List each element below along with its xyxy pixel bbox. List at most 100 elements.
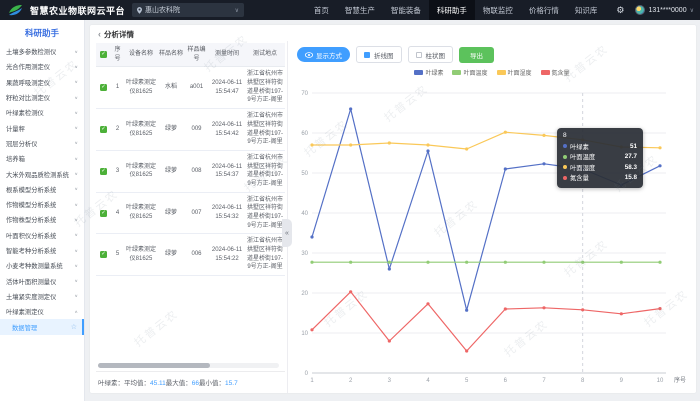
table-header-row: ✓ 序号 设备名称 样品名称 样品编号 测量时间 测试地点 xyxy=(96,43,285,68)
scrollbar-thumb[interactable] xyxy=(98,363,211,368)
nav-item[interactable]: 价格行情 xyxy=(528,5,559,15)
chevron-down-icon: ∨ xyxy=(234,7,240,14)
tooltip-series-dot xyxy=(563,144,567,149)
legend-label: 氮含量 xyxy=(551,71,570,77)
chevron-down-icon: ∨ xyxy=(74,186,78,192)
sidebar-item[interactable]: 叶绿素测定仪 ∧ xyxy=(0,304,84,319)
legend-item[interactable]: 叶面湿度 xyxy=(496,68,532,77)
tooltip-series-name: 叶面温度 xyxy=(570,154,596,162)
row-checkbox-cell: ✓ xyxy=(96,122,111,137)
sidebar-item[interactable]: 作物株型分析系统 ∨ xyxy=(0,212,84,227)
sidebar-item-label: 智能考种分析系统 xyxy=(6,248,57,255)
sidebar-item[interactable]: 籽粒对比测定仪 ∨ xyxy=(0,90,84,105)
tooltip-series-dot xyxy=(563,175,567,180)
summary-bar: 叶绿素：平均值：45.11最大值：66最小值：15.7 xyxy=(96,371,285,393)
cell-code: a001 xyxy=(189,84,204,91)
tooltip-title: 8 xyxy=(563,132,567,139)
column-header: 测量时间 xyxy=(214,51,239,58)
tooltip-series-name: 叶绿素 xyxy=(570,143,589,151)
svg-text:2: 2 xyxy=(349,378,353,384)
table-row[interactable]: ✓ 1 叶绿素测定仪81625 水稻 a001 2024-06-11 15:54:47 浙江… xyxy=(96,67,285,110)
chevron-down-icon: ∨ xyxy=(74,110,78,116)
chart-legend: 叶绿素 叶面温度 叶面湿度 氮含量 xyxy=(288,65,696,77)
chart-area[interactable]: 0 10 20 30 40 50 60 70 1 2 3 4 5 6 7 8 9 10 序号 xyxy=(290,87,694,389)
nav-item[interactable]: 首页 xyxy=(313,5,329,15)
brand-logo-icon xyxy=(9,4,22,15)
svg-text:序号: 序号 xyxy=(674,376,686,384)
cell-time: 2024-06-11 15:54:32 xyxy=(211,205,243,220)
table-row[interactable]: ✓ 2 叶绿素测定仪81625 绿萝 009 2024-06-11 15:54:42 浙江省… xyxy=(96,109,285,151)
breadcrumb: ‹ 分析详情 xyxy=(90,25,696,41)
sidebar-item[interactable]: 智能考种分析系统 ∨ xyxy=(0,243,84,258)
sidebar-item[interactable]: 活体叶面积测量仪 ∨ xyxy=(0,273,84,288)
row-checkbox[interactable]: ✓ xyxy=(100,167,107,175)
sidebar-item[interactable]: 小麦考种数测量系统 ∨ xyxy=(0,258,84,273)
cell-location: 浙江省杭州市拱墅区祥符街道星桥街197-9号方正-阁里 xyxy=(246,71,283,104)
tooltip-row: 氮含量 15.8 xyxy=(563,173,637,184)
chevron-down-icon: ∨ xyxy=(74,293,78,299)
chevron-down-icon: ∨ xyxy=(74,125,78,131)
collapse-panel-handle[interactable]: « xyxy=(282,219,292,247)
select-all-checkbox[interactable]: ✓ xyxy=(100,51,107,59)
cell-location: 浙江省杭州市拱墅区祥符街道星桥街197-9号方正-阁里 xyxy=(246,238,283,271)
chevron-down-icon: ∨ xyxy=(689,7,694,14)
sidebar-item[interactable]: 作物模型分析系统 ∨ xyxy=(0,197,84,212)
nav-item[interactable]: 科研助手 xyxy=(428,0,475,20)
settings-gear-icon[interactable]: ⚙ xyxy=(616,4,625,15)
svg-text:1: 1 xyxy=(310,378,314,384)
line-chart[interactable]: 0 10 20 30 40 50 60 70 1 2 3 4 5 6 7 8 9 10 序号 xyxy=(290,87,692,389)
table-row[interactable]: ✓ 4 叶绿素测定仪81625 绿萝 007 2024-06-11 15:54:32 浙江省… xyxy=(96,193,285,235)
sidebar-subitem-active[interactable]: 数据管理 ☆ xyxy=(0,319,84,336)
table-body: ✓ 1 叶绿素测定仪81625 水稻 a001 2024-06-11 15:54:47 浙江… xyxy=(96,67,285,277)
sidebar-item[interactable]: 叶面积仪分析系统 ∨ xyxy=(0,228,84,243)
bar-chart-option[interactable]: 柱状图 xyxy=(407,46,453,63)
export-button[interactable]: 导出 xyxy=(459,46,494,63)
legend-item[interactable]: 叶面温度 xyxy=(452,68,488,77)
legend-item[interactable]: 氮含量 xyxy=(540,68,570,77)
sidebar-item-label: 光合作用测定仪 xyxy=(6,64,51,72)
row-checkbox[interactable]: ✓ xyxy=(100,251,107,259)
sidebar-menu: 土壤多参数检测仪 ∨ 光合作用测定仪 ∨ 果蔬呼吸测定仪 ∨ 籽粒对比测定仪 ∨ 叶绿素检测仪 ∨… xyxy=(0,44,84,336)
legend-swatch xyxy=(540,70,550,75)
user-account[interactable]: 131****0000 ∨ xyxy=(635,5,694,15)
row-checkbox-cell: ✓ xyxy=(96,164,111,179)
sidebar-item[interactable]: 果蔬呼吸测定仪 ∨ xyxy=(0,75,84,90)
nav-item[interactable]: 知识库 xyxy=(574,5,598,15)
chart-pane: « 显示方式 折线图 柱状 xyxy=(282,41,696,393)
sidebar-item[interactable]: 土壤紧实度测定仪 ∨ xyxy=(0,289,84,304)
svg-text:4: 4 xyxy=(426,378,430,384)
sidebar-item[interactable]: 冠层分析仪 ∨ xyxy=(0,136,84,151)
row-checkbox[interactable]: ✓ xyxy=(100,209,107,217)
sidebar-item[interactable]: 叶绿素检测仪 ∨ xyxy=(0,105,84,120)
main-area: ‹ 分析详情 ✓ 序号 设备名称 样品名称 样品编号 测量时间 测试地点 ✓ 1 叶绿素测定仪8… xyxy=(85,20,700,401)
svg-text:50: 50 xyxy=(301,171,308,177)
nav-item[interactable]: 智能装备 xyxy=(390,5,421,15)
legend-item[interactable]: 叶绿素 xyxy=(414,68,443,77)
sidebar-item[interactable]: 计量秤 ∨ xyxy=(0,120,84,135)
line-chart-option[interactable]: 折线图 xyxy=(356,46,402,63)
nav-item[interactable]: 物联监控 xyxy=(482,5,513,15)
favorite-star-icon[interactable]: ☆ xyxy=(70,324,77,332)
chevron-down-icon: ∨ xyxy=(74,248,78,253)
table-row[interactable]: ✓ 5 叶绿素测定仪81625 绿萝 006 2024-06-11 15:54:22 浙江省… xyxy=(96,234,285,277)
sidebar-item[interactable]: 根系模型分析系统 ∨ xyxy=(0,182,84,197)
sidebar-item-label: 根系模型分析系统 xyxy=(6,186,57,194)
sidebar-item[interactable]: 大米外观品质检测系统 ∨ xyxy=(0,166,84,181)
chevron-down-icon: ∨ xyxy=(74,49,78,55)
cell-sample: 水稻 xyxy=(164,84,177,91)
nav-item[interactable]: 智慧生产 xyxy=(344,5,375,15)
row-checkbox[interactable]: ✓ xyxy=(100,126,107,134)
sidebar-item[interactable]: 光合作用测定仪 ∨ xyxy=(0,59,84,74)
column-header: 样品名称 xyxy=(159,51,184,58)
cell-code: 007 xyxy=(191,209,202,216)
display-mode-button[interactable]: 显示方式 xyxy=(297,47,350,62)
chart-tooltip: 8 叶绿素 51 叶面温度 27.7 叶面湿度 58.3 氮含量 15.8 xyxy=(557,128,643,188)
sidebar-item[interactable]: 培养箱 ∨ xyxy=(0,151,84,166)
cell-no: 2 xyxy=(115,126,120,133)
sidebar-item[interactable]: 土壤多参数检测仪 ∨ xyxy=(0,44,84,59)
table-row[interactable]: ✓ 3 叶绿素测定仪81625 绿萝 008 2024-06-11 15:54:37 浙江省… xyxy=(96,151,285,193)
back-icon[interactable]: ‹ xyxy=(98,29,101,39)
summary-label: 叶绿素： xyxy=(98,380,124,387)
farm-selector-dropdown[interactable]: 惠山农科院 ∨ xyxy=(132,3,245,17)
row-checkbox[interactable]: ✓ xyxy=(100,84,107,92)
